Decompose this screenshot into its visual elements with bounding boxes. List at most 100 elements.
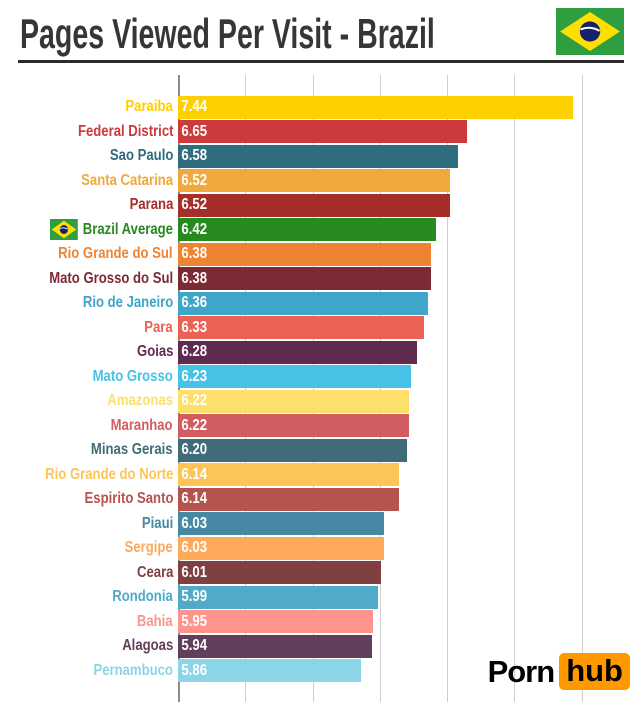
category-label: Brazil Average — [82, 220, 173, 238]
category-label-cell: Rio de Janeiro — [0, 294, 178, 312]
category-label: Sergipe — [124, 539, 173, 557]
bar: 6.03 — [178, 512, 384, 536]
category-label-cell: Amazonas — [0, 392, 178, 410]
category-label-inner: Parana — [129, 196, 173, 214]
title-underline — [18, 60, 624, 63]
category-label-cell: Rondonia — [0, 588, 178, 606]
bar-value-label: 6.52 — [181, 196, 208, 214]
bar-value-label: 6.22 — [181, 416, 208, 434]
bar-value-label: 7.44 — [181, 98, 208, 116]
bar-row: Rio Grande do Sul 6.38 — [0, 242, 640, 267]
bar: 6.38 — [178, 267, 431, 291]
category-label-inner: Federal District — [77, 123, 173, 141]
bar: 6.28 — [178, 340, 418, 364]
gridline — [379, 75, 381, 702]
bar-value-label: 6.36 — [181, 294, 208, 312]
bar-value-label: 6.23 — [181, 367, 208, 385]
category-label-inner: Sao Paulo — [110, 147, 173, 165]
bar-value-label: 6.03 — [181, 539, 208, 557]
bar-value-label: 6.58 — [181, 147, 208, 165]
bar-value-label: 5.95 — [181, 612, 208, 630]
bar: 5.95 — [178, 610, 374, 634]
category-label-inner: Para — [145, 319, 173, 337]
bar-row: Santa Catarina 6.52 — [0, 169, 640, 194]
category-label-cell: Ceara — [0, 564, 178, 582]
category-label: Santa Catarina — [81, 171, 173, 189]
category-label-cell: Minas Gerais — [0, 441, 178, 459]
category-label-inner: Brazil Average — [50, 219, 173, 241]
bar-value-label: 6.14 — [181, 490, 208, 508]
bar: 5.99 — [178, 585, 379, 609]
bar-row: Rondonia 5.99 — [0, 585, 640, 610]
category-label-cell: Santa Catarina — [0, 172, 178, 190]
category-label-cell: Piaui — [0, 515, 178, 533]
bar: 6.14 — [178, 463, 399, 487]
category-label: Mato Grosso do Sul — [49, 269, 173, 287]
bar-row: Piaui 6.03 — [0, 512, 640, 537]
bar: 5.94 — [178, 634, 372, 658]
pornhub-logo-hub: hub — [559, 653, 630, 690]
category-label-inner: Amazonas — [107, 392, 173, 410]
category-label-cell: Goias — [0, 343, 178, 361]
category-label: Espirito Santo — [84, 490, 173, 508]
bar-row: Alagoas 5.94 — [0, 634, 640, 659]
category-label: Pernambuco — [93, 661, 173, 679]
bar: 6.03 — [178, 536, 384, 560]
bar-row: Espirito Santo 6.14 — [0, 487, 640, 512]
category-label: Piaui — [141, 514, 173, 532]
category-label: Rio Grande do Norte — [44, 465, 173, 483]
category-label: Maranhao — [111, 416, 173, 434]
category-label-cell: Espirito Santo — [0, 490, 178, 508]
category-label-cell: Federal District — [0, 123, 178, 141]
category-label-cell: Maranhao — [0, 417, 178, 435]
bar-chart: Paraiba 7.44 Federal District 6.65 Sao Paulo… — [0, 75, 640, 702]
category-label: Ceara — [136, 563, 173, 581]
bar-row: Bahia 5.95 — [0, 610, 640, 635]
category-label: Para — [144, 318, 173, 336]
bar-row: Goias 6.28 — [0, 340, 640, 365]
bar: 6.22 — [178, 414, 410, 438]
bar-row: Maranhao 6.22 — [0, 414, 640, 439]
category-label: Parana — [129, 196, 173, 214]
bar: 5.86 — [178, 659, 361, 683]
category-label-cell: Mato Grosso — [0, 368, 178, 386]
bar-row: Brazil Average 6.42 — [0, 218, 640, 243]
bar: 7.44 — [178, 95, 574, 119]
bar-value-label: 6.33 — [181, 318, 208, 336]
bar-value-label: 6.28 — [181, 343, 208, 361]
category-label-inner: Santa Catarina — [81, 172, 173, 190]
bar: 6.52 — [178, 169, 450, 193]
bar-row: Mato Grosso do Sul 6.38 — [0, 267, 640, 292]
bar-value-label: 6.20 — [181, 441, 208, 459]
category-label: Sao Paulo — [109, 147, 173, 165]
gridline — [447, 75, 448, 702]
bar-row: Sao Paulo 6.58 — [0, 144, 640, 169]
category-label: Minas Gerais — [91, 441, 173, 459]
category-label-inner: Rio de Janeiro — [83, 294, 173, 312]
bar-row: Federal District 6.65 — [0, 120, 640, 145]
category-label: Amazonas — [107, 392, 173, 410]
category-label-inner: Bahia — [137, 613, 173, 631]
category-label-inner: Mato Grosso — [93, 368, 173, 386]
bar-row: Amazonas 6.22 — [0, 389, 640, 414]
category-label-inner: Maranhao — [111, 417, 173, 435]
category-label: Rio Grande do Sul — [58, 245, 173, 263]
category-label-inner: Alagoas — [122, 637, 173, 655]
bar: 6.58 — [178, 144, 458, 168]
category-label-cell: Brazil Average — [0, 219, 178, 241]
bar-row: Pernambuco 5.86 — [0, 659, 640, 684]
category-label-inner: Goias — [137, 343, 173, 361]
brazil-flag-icon — [556, 8, 624, 55]
bar-value-label: 5.99 — [181, 588, 208, 606]
bar-row: Paraiba 7.44 — [0, 95, 640, 120]
gridline — [581, 75, 583, 702]
category-label-inner: Espirito Santo — [84, 490, 173, 508]
bar-row: Mato Grosso 6.23 — [0, 365, 640, 390]
category-label: Goias — [136, 343, 173, 361]
bar-value-label: 5.86 — [181, 661, 208, 679]
bar: 6.38 — [178, 242, 431, 266]
bar-row: Parana 6.52 — [0, 193, 640, 218]
bar: 6.65 — [178, 120, 468, 144]
bar-row: Ceara 6.01 — [0, 561, 640, 586]
category-label-inner: Piaui — [142, 515, 173, 533]
